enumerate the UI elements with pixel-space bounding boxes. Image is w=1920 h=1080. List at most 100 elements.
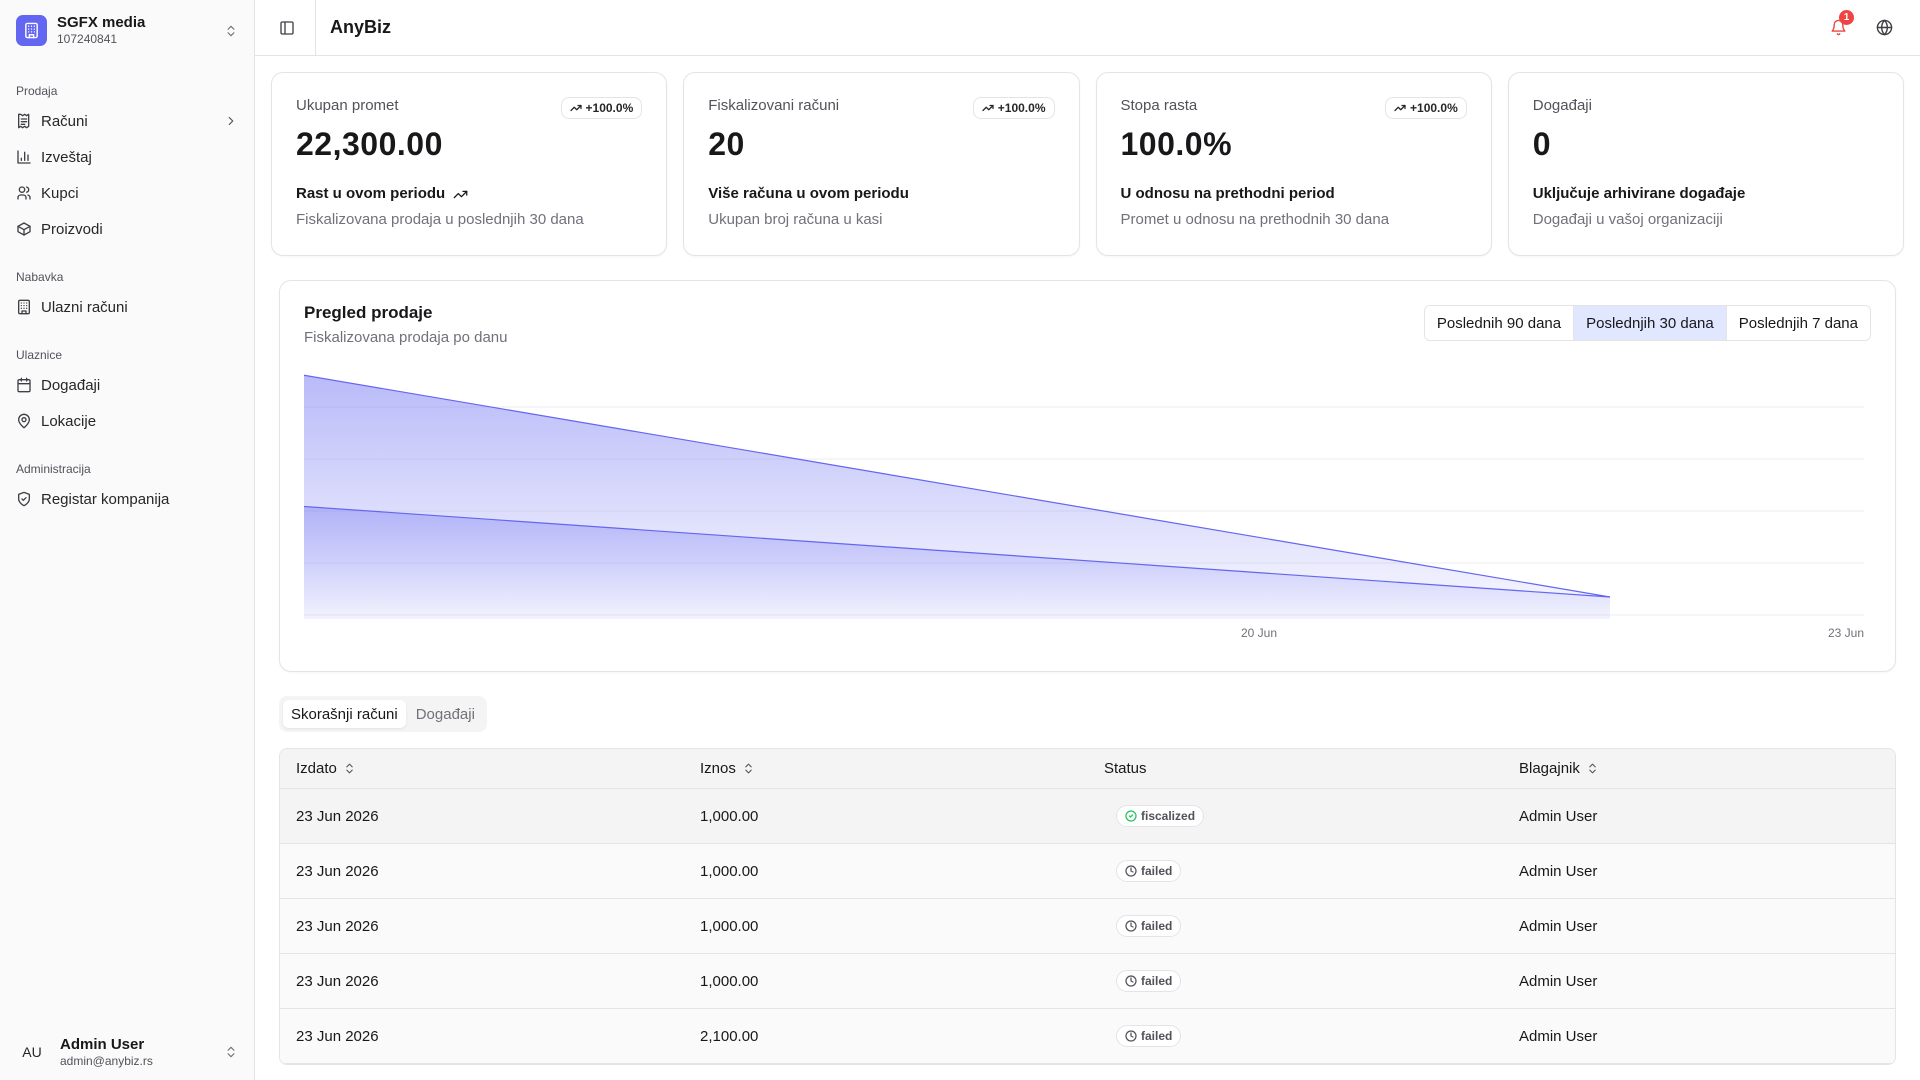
cell-cashier: Admin User bbox=[1519, 972, 1598, 990]
status-text: failed bbox=[1141, 1029, 1173, 1043]
trend-value: +100.0% bbox=[1410, 101, 1458, 115]
trending-up-icon bbox=[1394, 104, 1406, 112]
stat-card-footer-text: Rast u ovom periodu bbox=[296, 185, 446, 202]
sidebar-item-label: Događaji bbox=[41, 376, 101, 394]
cell-amount: 1,000.00 bbox=[700, 862, 759, 880]
cell-cashier: Admin User bbox=[1519, 807, 1598, 825]
stat-card-value: 0 bbox=[1532, 126, 1552, 162]
map-pin-icon bbox=[18, 413, 30, 429]
sidebar-item-doga-aji[interactable]: Događaji bbox=[8, 367, 246, 403]
globe-icon bbox=[1876, 19, 1892, 36]
sales-area-chart: 20 Jun 23 Jun bbox=[303, 374, 1864, 640]
org-info: SGFX media 107240841 bbox=[57, 14, 214, 47]
cell-amount: 2,100.00 bbox=[700, 1027, 759, 1045]
stat-card-footer: U odnosu na prethodni period bbox=[1121, 185, 1467, 203]
range-button[interactable]: Poslednjih 7 dana bbox=[1726, 306, 1870, 340]
package-icon bbox=[17, 222, 31, 236]
cell-amount: 1,000.00 bbox=[700, 917, 759, 935]
clock-icon bbox=[1125, 975, 1137, 987]
user-menu[interactable]: AU Admin User admin@anybiz.rs bbox=[0, 1024, 254, 1080]
org-switcher[interactable]: SGFX media 107240841 bbox=[0, 0, 254, 59]
topbar-divider bbox=[315, 0, 316, 56]
table-row[interactable]: 23 Jun 2026 2,100.00 failed Admin User bbox=[280, 1009, 1895, 1064]
range-selector: Poslednih 90 dana Poslednjih 30 dana Posle… bbox=[1423, 305, 1871, 341]
cell-cashier: Admin User bbox=[1519, 862, 1598, 880]
receipt-icon bbox=[18, 113, 30, 129]
stat-card-description: Fiskalizovana prodaja u poslednjih 30 da… bbox=[296, 211, 584, 228]
trending-up-icon bbox=[569, 104, 582, 112]
nav-group: Nabavka Ulazni računi bbox=[0, 265, 254, 325]
sort-icon bbox=[1589, 763, 1596, 774]
tab[interactable]: Skorašnji računi bbox=[283, 700, 406, 728]
status-badge: fiscalized bbox=[1116, 805, 1205, 827]
chevrons-up-down-icon bbox=[227, 25, 235, 36]
receipts-table: Izdato Iznos Status Blagajnik 23 Jun 2026 1… bbox=[279, 748, 1896, 1065]
shield-icon bbox=[18, 491, 30, 507]
cell-cashier: Admin User bbox=[1519, 1027, 1598, 1045]
sidebar-item-lokacije[interactable]: Lokacije bbox=[8, 403, 246, 439]
sidebar-item-ra-uni[interactable]: Računi bbox=[8, 103, 246, 139]
sidebar-item-label: Izveštaj bbox=[41, 148, 92, 166]
chevrons-up-down-icon bbox=[227, 1046, 235, 1058]
status-text: fiscalized bbox=[1141, 809, 1196, 823]
column-header-label: Status bbox=[1104, 760, 1147, 777]
column-header-label: Iznos bbox=[700, 760, 736, 777]
nav-group: Ulaznice Događaji Lokacije bbox=[0, 343, 254, 439]
x-tick-label: 23 Jun bbox=[1828, 626, 1864, 640]
tab[interactable]: Događaji bbox=[415, 705, 475, 723]
stat-card-title: Ukupan promet bbox=[296, 97, 399, 114]
stat-card-value: 22,300.00 bbox=[296, 126, 443, 162]
series-line bbox=[303, 505, 1611, 598]
clock-icon bbox=[1125, 1030, 1137, 1042]
table-row[interactable]: 23 Jun 2026 1,000.00 failed Admin User bbox=[280, 844, 1895, 899]
notifications-button[interactable]: 1 bbox=[1822, 9, 1854, 44]
range-button[interactable]: Poslednih 90 dana bbox=[1424, 306, 1575, 340]
sidebar-item-kupci[interactable]: Kupci bbox=[8, 175, 246, 211]
org-name: SGFX media bbox=[57, 14, 146, 31]
status-badge: failed bbox=[1116, 970, 1182, 992]
cell-date: 23 Jun 2026 bbox=[296, 972, 379, 990]
sidebar-item-label: Lokacije bbox=[41, 412, 97, 430]
sidebar-toggle-button[interactable] bbox=[273, 14, 301, 42]
check-circle-icon bbox=[1125, 810, 1137, 822]
cell-amount: 1,000.00 bbox=[700, 807, 759, 825]
column-header[interactable]: Blagajnik bbox=[1503, 760, 1895, 777]
nav-group-label: Nabavka bbox=[16, 270, 64, 284]
sidebar-item-registar-kompanija[interactable]: Registar kompanija bbox=[8, 481, 246, 517]
stat-card-value: 20 bbox=[708, 126, 745, 162]
language-button[interactable] bbox=[1868, 12, 1900, 44]
table-body: 23 Jun 2026 1,000.00 fiscalized Admin Us… bbox=[280, 789, 1895, 1064]
stat-card-footer: Rast u ovom periodu bbox=[296, 185, 642, 203]
sidebar-item-label: Registar kompanija bbox=[41, 490, 170, 508]
stat-card-description: Promet u odnosu na prethodnih 30 dana bbox=[1120, 211, 1390, 228]
status-text: failed bbox=[1141, 974, 1173, 988]
topbar: AnyBiz 1 bbox=[255, 0, 1920, 56]
table-row[interactable]: 23 Jun 2026 1,000.00 failed Admin User bbox=[280, 954, 1895, 1009]
cell-date: 23 Jun 2026 bbox=[296, 862, 379, 880]
sidebar-item-ulazni-ra-uni[interactable]: Ulazni računi bbox=[8, 289, 246, 325]
sidebar-item-proizvodi[interactable]: Proizvodi bbox=[8, 211, 246, 247]
range-button[interactable]: Poslednjih 30 dana bbox=[1574, 306, 1727, 340]
sidebar-item-label: Računi bbox=[41, 112, 88, 130]
x-tick-label: 20 Jun bbox=[1241, 626, 1277, 640]
sidebar-item-izve-taj[interactable]: Izveštaj bbox=[8, 139, 246, 175]
stat-card: Stopa rasta 100.0% +100.0% U odnosu na p… bbox=[1095, 72, 1492, 256]
clock-icon bbox=[1125, 865, 1137, 877]
table-header: Izdato Iznos Status Blagajnik bbox=[280, 749, 1895, 789]
user-info: Admin User admin@anybiz.rs bbox=[60, 1036, 212, 1068]
cell-cashier: Admin User bbox=[1519, 917, 1598, 935]
column-header[interactable]: Iznos bbox=[684, 760, 1088, 777]
bell-icon bbox=[1830, 19, 1846, 36]
column-header[interactable]: Izdato bbox=[280, 760, 684, 777]
trend-badge: +100.0% bbox=[972, 97, 1055, 119]
sidebar-item-label: Kupci bbox=[41, 184, 79, 202]
trending-up-icon bbox=[982, 104, 994, 112]
series-area bbox=[304, 375, 1610, 619]
table-row[interactable]: 23 Jun 2026 1,000.00 failed Admin User bbox=[280, 899, 1895, 954]
sidebar: SGFX media 107240841 Prodaja Računi Izve… bbox=[0, 0, 255, 1080]
table-tabs: Skorašnji računi Događaji bbox=[279, 696, 487, 732]
panel-left-icon bbox=[280, 20, 294, 35]
table-row[interactable]: 23 Jun 2026 1,000.00 fiscalized Admin Us… bbox=[280, 789, 1895, 844]
cell-date: 23 Jun 2026 bbox=[296, 1027, 379, 1045]
